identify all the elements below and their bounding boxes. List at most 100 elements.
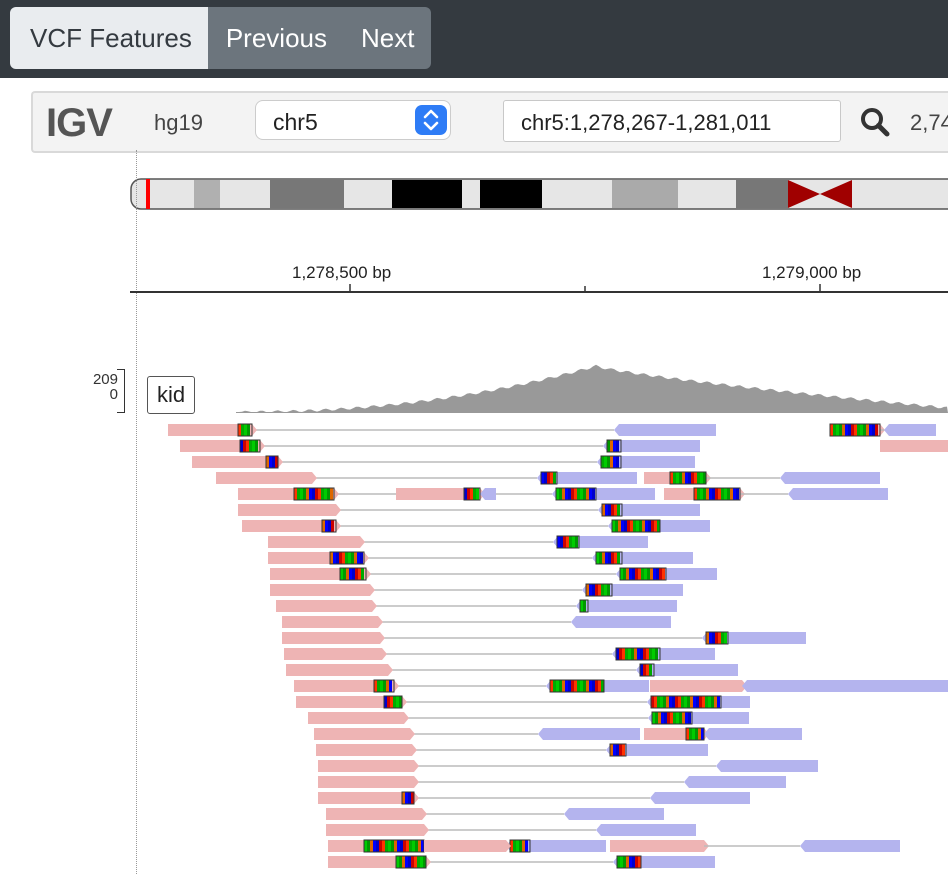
mismatch-block	[408, 792, 411, 804]
mismatch-block	[346, 568, 349, 580]
mismatch-outline	[237, 423, 253, 437]
chromosome-select-value: chr5	[273, 109, 318, 135]
mismatch-block	[839, 424, 842, 436]
mismatch-block	[697, 488, 700, 500]
forward-read	[314, 728, 415, 740]
mismatch-outline	[555, 487, 597, 501]
mismatch-block	[656, 568, 659, 580]
previous-button[interactable]: Previous	[207, 7, 344, 69]
mismatch-block	[391, 840, 394, 852]
mismatch-block	[633, 520, 636, 532]
mismatch-block	[309, 488, 312, 500]
mismatch-block	[681, 696, 684, 708]
mismatch-block	[611, 552, 614, 564]
mismatch-block	[617, 856, 620, 868]
forward-read	[282, 616, 383, 628]
reverse-read	[636, 664, 738, 676]
mismatch-outline	[339, 567, 367, 581]
mismatch-block	[649, 664, 652, 676]
mismatch-block	[266, 456, 269, 468]
mismatch-block	[580, 600, 583, 612]
mismatch-outline	[595, 551, 623, 565]
mismatch-block	[396, 856, 399, 868]
mismatch-block	[374, 680, 377, 692]
mismatch-block	[519, 840, 522, 852]
mismatch-block	[703, 472, 706, 484]
reverse-read	[614, 424, 716, 436]
mismatch-block	[655, 648, 658, 660]
mismatch-block	[411, 792, 414, 804]
mismatch-block	[645, 520, 648, 532]
mismatch-block	[696, 696, 699, 708]
vcf-features-button[interactable]: VCF Features	[10, 7, 208, 69]
mismatch-block	[711, 696, 714, 708]
mismatch-block	[550, 472, 553, 484]
mismatch-block	[255, 440, 258, 452]
forward-read	[424, 840, 511, 852]
mismatch-block	[643, 648, 646, 660]
mismatch-block	[312, 488, 315, 500]
coverage-histogram	[236, 364, 948, 413]
mismatch-outline	[616, 855, 642, 869]
mismatch-block	[550, 680, 553, 692]
mismatch-block	[627, 520, 630, 532]
mismatch-block	[642, 520, 645, 532]
mismatch-block	[297, 488, 300, 500]
mismatch-block	[249, 440, 252, 452]
forward-read	[268, 536, 365, 548]
locus-value: chr5:1,278,267-1,281,011	[521, 110, 772, 135]
next-button[interactable]: Next	[343, 7, 432, 69]
mismatch-block	[373, 840, 376, 852]
mismatch-block	[682, 472, 685, 484]
track-name-label[interactable]: kid	[147, 376, 196, 414]
mismatch-block	[613, 456, 616, 468]
mismatch-block	[685, 472, 688, 484]
mismatch-block	[241, 424, 244, 436]
mismatch-block	[650, 568, 653, 580]
reverse-read	[884, 424, 936, 436]
mismatch-block	[669, 696, 672, 708]
mismatch-block	[635, 568, 638, 580]
mismatch-block	[709, 488, 712, 500]
mismatch-block	[420, 856, 423, 868]
mismatch-outline	[619, 567, 667, 581]
coverage-scale-bracket	[117, 369, 125, 413]
mismatch-block	[647, 568, 650, 580]
mismatch-block	[626, 856, 629, 868]
chromosome-ideogram[interactable]	[0, 176, 948, 212]
mismatch-block	[388, 840, 391, 852]
mismatch-block	[872, 424, 875, 436]
feature-button-group: VCF Features Previous Next	[10, 7, 432, 69]
mismatch-block	[854, 424, 857, 436]
mismatch-block	[556, 680, 559, 692]
mismatch-block	[565, 488, 568, 500]
mismatch-block	[718, 632, 721, 644]
chromosome-select[interactable]: chr5	[255, 100, 451, 140]
mismatch-block	[571, 680, 574, 692]
magnifier-icon[interactable]	[859, 106, 891, 138]
mismatch-block	[367, 840, 370, 852]
forward-read	[318, 776, 419, 788]
mismatch-block	[654, 696, 657, 708]
mismatch-block	[360, 552, 363, 564]
reverse-read	[788, 488, 888, 500]
mismatch-block	[393, 696, 396, 708]
mismatch-block	[658, 712, 661, 724]
mismatch-block	[643, 664, 646, 676]
mismatch-block	[622, 648, 625, 660]
mismatch-block	[364, 840, 367, 852]
mismatch-block	[589, 584, 592, 596]
mismatch-block	[694, 472, 697, 484]
locus-search-input[interactable]: chr5:1,278,267-1,281,011	[503, 100, 841, 142]
mismatch-block	[708, 696, 711, 708]
mismatch-block	[412, 840, 415, 852]
mismatch-block	[699, 696, 702, 708]
mismatch-block	[574, 488, 577, 500]
mismatch-block	[705, 696, 708, 708]
mismatch-block	[577, 488, 580, 500]
mismatch-block	[516, 840, 519, 852]
mismatch-block	[604, 584, 607, 596]
mismatch-block	[562, 488, 565, 500]
reverse-read	[742, 680, 948, 692]
